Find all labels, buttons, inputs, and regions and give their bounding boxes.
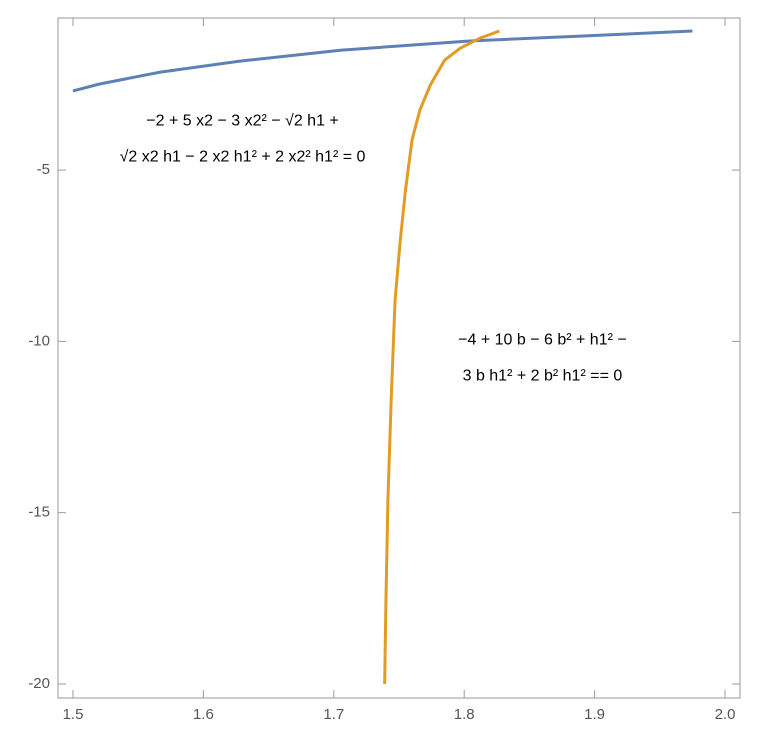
y-tick-label: -15 xyxy=(28,504,50,521)
y-tick-label: -20 xyxy=(28,675,50,692)
x-tick-label: 1.8 xyxy=(454,706,475,723)
y-tick-label: -5 xyxy=(37,161,50,178)
y-tick-label: -10 xyxy=(28,332,50,349)
x-tick-label: 1.6 xyxy=(193,706,214,723)
annotation: 3 b h1² + 2 b² h1² == 0 xyxy=(463,368,623,385)
annotation: √2 x2 h1 − 2 x2 h1² + 2 x2² h1² = 0 xyxy=(120,148,366,165)
curve xyxy=(72,29,693,93)
frame xyxy=(57,17,741,699)
annotation: −4 + 10 b − 6 b² + h1² − xyxy=(458,332,627,349)
curve xyxy=(383,29,500,684)
x-tick-label: 1.5 xyxy=(63,706,84,723)
annotation: −2 + 5 x2 − 3 x2² − √2 h1 + xyxy=(146,112,338,129)
x-tick-label: 1.9 xyxy=(584,706,605,723)
x-tick-label: 2.0 xyxy=(715,706,736,723)
x-tick-label: 1.7 xyxy=(323,706,344,723)
